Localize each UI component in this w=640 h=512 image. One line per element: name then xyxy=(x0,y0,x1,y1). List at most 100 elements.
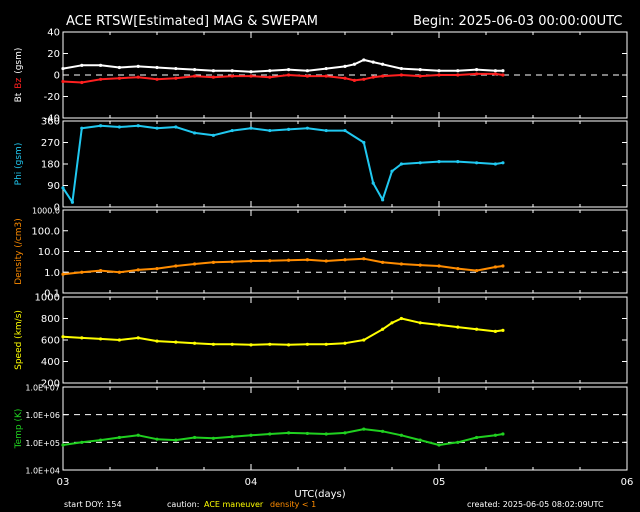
data-point-phi-0 xyxy=(343,128,347,133)
ytick-label-speed-2: 600 xyxy=(41,336,60,347)
caution-density: density < 1 xyxy=(270,500,316,509)
data-point-density-0 xyxy=(456,266,460,271)
panel-frame-phi xyxy=(62,120,628,208)
data-point-speed-0 xyxy=(287,343,291,347)
data-point-mag-1 xyxy=(230,74,234,78)
data-point-phi-0 xyxy=(268,128,272,133)
data-point-speed-0 xyxy=(456,325,460,329)
data-point-temp-0 xyxy=(475,435,479,440)
data-point-density-0 xyxy=(362,257,366,261)
ytick-label-density-2: 10.0 xyxy=(38,247,60,258)
data-point-phi-0 xyxy=(155,126,159,130)
series-line-density-0 xyxy=(62,257,504,276)
data-point-speed-0 xyxy=(211,342,215,346)
ylabel-temp: Temp (K) xyxy=(14,409,24,450)
data-point-speed-0 xyxy=(475,327,479,331)
ytick-label-mag-4: -40 xyxy=(44,114,60,125)
data-point-mag-0 xyxy=(155,65,159,70)
data-point-phi-0 xyxy=(211,133,215,137)
data-point-speed-0 xyxy=(174,340,178,344)
ytick-label-phi-0: 360 xyxy=(41,117,60,128)
data-point-mag-0 xyxy=(249,70,253,74)
data-point-density-0 xyxy=(305,258,309,262)
data-point-density-0 xyxy=(268,259,272,263)
data-point-density-0 xyxy=(99,269,103,273)
data-point-phi-0 xyxy=(371,181,375,185)
data-point-speed-0 xyxy=(324,342,328,346)
data-point-mag-1 xyxy=(381,74,385,78)
data-point-temp-0 xyxy=(399,433,403,437)
ylabel-part-mag-0: Bt xyxy=(14,92,24,102)
xtick-label-2: 05 xyxy=(433,477,446,488)
panel-frame-temp xyxy=(62,386,628,471)
data-point-speed-0 xyxy=(399,316,403,321)
data-point-temp-0 xyxy=(155,437,159,441)
ylabel-part-temp-0: Temp (K) xyxy=(14,409,24,450)
data-point-density-0 xyxy=(211,260,215,264)
data-point-mag-1 xyxy=(399,73,403,77)
data-point-density-0 xyxy=(117,270,121,274)
data-point-mag-0 xyxy=(61,66,65,71)
data-point-temp-0 xyxy=(305,431,309,436)
data-point-phi-0 xyxy=(418,161,422,165)
data-point-mag-1 xyxy=(249,74,253,78)
data-point-mag-1 xyxy=(174,76,178,80)
ytick-label-phi-2: 180 xyxy=(41,160,60,171)
data-point-speed-0 xyxy=(268,342,272,346)
data-point-mag-1 xyxy=(136,75,140,79)
begin-time: Begin: 2025-06-03 00:00:00UTC xyxy=(413,14,622,29)
ylabel-part-speed-0: Speed (km/s) xyxy=(14,310,24,370)
data-point-density-0 xyxy=(230,260,234,264)
data-point-temp-0 xyxy=(418,438,422,442)
data-point-speed-0 xyxy=(390,321,394,325)
data-point-mag-1 xyxy=(155,77,159,81)
data-point-mag-0 xyxy=(230,69,234,73)
ytick-label-mag-2: 0 xyxy=(54,71,60,82)
data-point-speed-0 xyxy=(343,341,347,345)
data-point-speed-0 xyxy=(99,337,103,341)
ylabel-part-density-0: Density (/cm3) xyxy=(14,218,24,285)
data-point-speed-0 xyxy=(80,336,84,340)
ytick-label-speed-0: 1000 xyxy=(35,293,60,304)
data-point-mag-1 xyxy=(117,76,121,80)
panel-speed: 1000 800 600 400 200 Speed (km/s) xyxy=(14,293,628,390)
data-point-phi-0 xyxy=(117,125,121,129)
data-point-mag-0 xyxy=(352,62,356,66)
data-point-speed-0 xyxy=(381,327,385,331)
data-point-mag-0 xyxy=(305,69,309,73)
chart-title: ACE RTSW[Estimated] MAG & SWEPAM xyxy=(66,14,318,29)
x-axis-label: UTC(days) xyxy=(294,489,345,500)
data-point-mag-0 xyxy=(399,66,403,71)
data-point-phi-0 xyxy=(287,127,291,131)
data-point-phi-0 xyxy=(399,162,403,166)
caution-label: caution: xyxy=(167,500,199,509)
ytick-label-phi-1: 270 xyxy=(41,138,60,149)
data-point-temp-0 xyxy=(493,433,497,437)
data-point-mag-0 xyxy=(493,69,497,73)
data-point-mag-0 xyxy=(343,64,347,68)
data-point-speed-0 xyxy=(418,321,422,325)
data-point-phi-0 xyxy=(249,126,253,130)
data-point-mag-0 xyxy=(418,68,422,72)
data-point-phi-0 xyxy=(456,160,460,164)
xtick-label-0: 03 xyxy=(57,477,70,488)
data-point-temp-0 xyxy=(287,431,291,435)
data-point-mag-1 xyxy=(268,75,272,79)
data-point-temp-0 xyxy=(61,443,65,447)
data-point-density-0 xyxy=(136,268,140,272)
data-point-density-0 xyxy=(437,264,441,268)
ytick-label-temp-0: 1.0E+07 xyxy=(25,384,60,393)
data-point-speed-0 xyxy=(249,343,253,347)
data-point-phi-0 xyxy=(305,126,309,130)
data-point-phi-0 xyxy=(475,161,479,165)
data-point-mag-0 xyxy=(287,68,291,72)
data-point-density-0 xyxy=(155,266,159,271)
ylabel-speed: Speed (km/s) xyxy=(14,310,24,370)
data-point-mag-1 xyxy=(371,75,375,79)
ytick-label-density-3: 1.0 xyxy=(44,268,60,279)
data-point-mag-1 xyxy=(437,73,441,77)
series-line-speed-0 xyxy=(62,317,504,346)
data-point-temp-0 xyxy=(324,432,328,436)
data-point-speed-0 xyxy=(61,335,65,339)
